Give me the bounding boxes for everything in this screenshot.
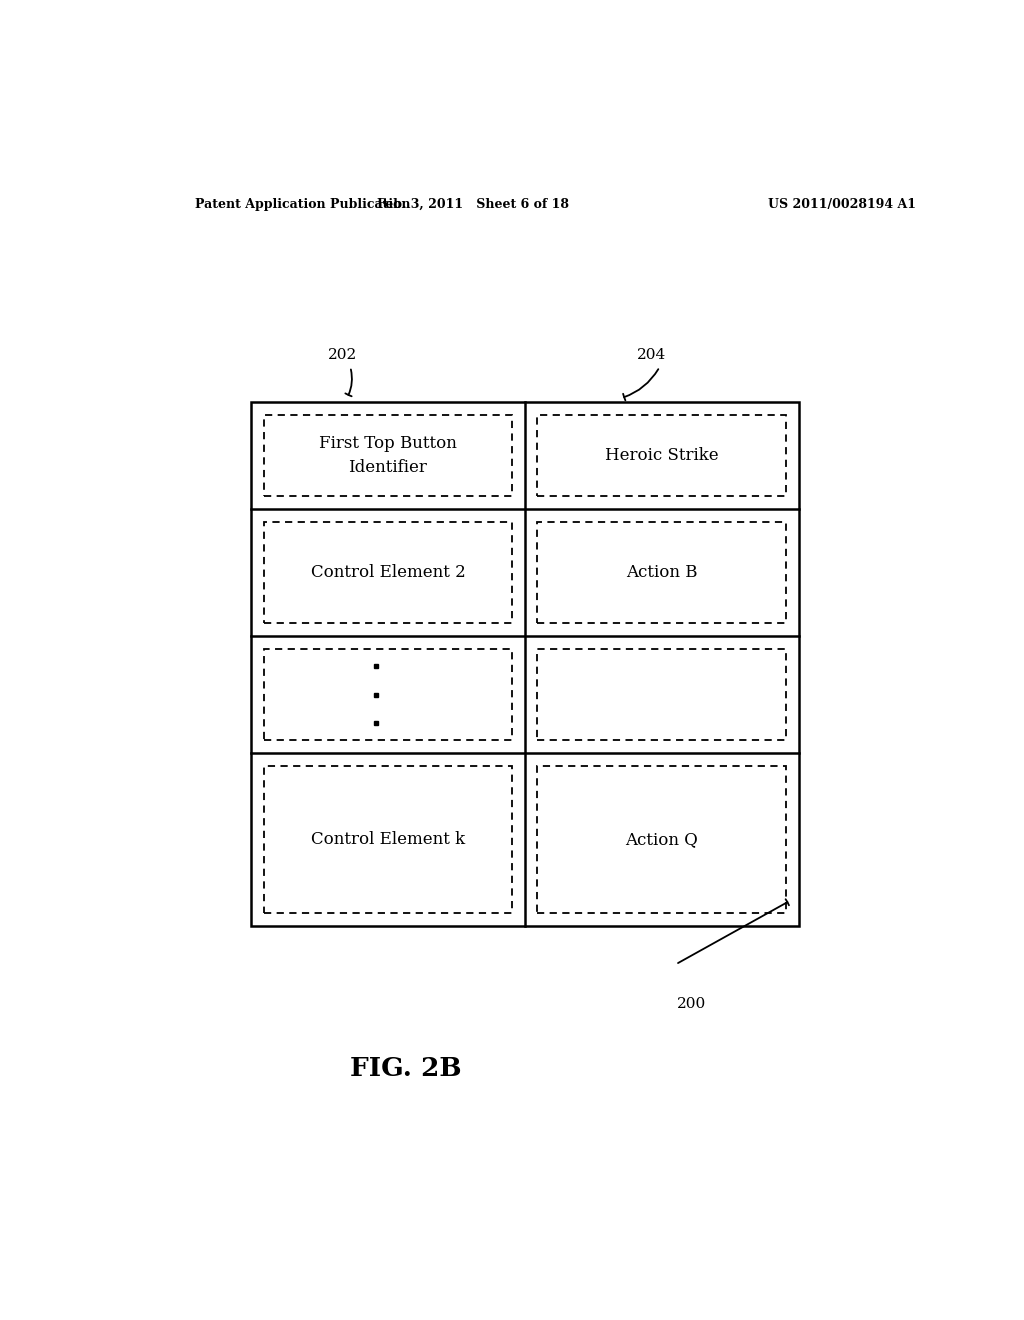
- Text: US 2011/0028194 A1: US 2011/0028194 A1: [768, 198, 916, 211]
- Bar: [538, 766, 785, 913]
- Text: Action Q: Action Q: [626, 830, 698, 847]
- Text: First Top Button
Identifier: First Top Button Identifier: [318, 436, 457, 477]
- Text: FIG. 2B: FIG. 2B: [350, 1056, 462, 1081]
- Text: Control Element k: Control Element k: [311, 830, 465, 847]
- Bar: [538, 648, 785, 741]
- Text: 200: 200: [677, 997, 707, 1011]
- Text: Feb. 3, 2011   Sheet 6 of 18: Feb. 3, 2011 Sheet 6 of 18: [377, 198, 569, 211]
- Text: Action B: Action B: [626, 564, 697, 581]
- Bar: [538, 521, 785, 623]
- Text: Control Element 2: Control Element 2: [310, 564, 465, 581]
- Text: 202: 202: [328, 347, 357, 362]
- Bar: [538, 414, 785, 496]
- Bar: [264, 414, 512, 496]
- Bar: [251, 403, 799, 925]
- Text: Heroic Strike: Heroic Strike: [605, 447, 719, 465]
- Text: 204: 204: [637, 347, 667, 362]
- Bar: [264, 521, 512, 623]
- Bar: [264, 648, 512, 741]
- Text: Patent Application Publication: Patent Application Publication: [196, 198, 411, 211]
- Bar: [264, 766, 512, 913]
